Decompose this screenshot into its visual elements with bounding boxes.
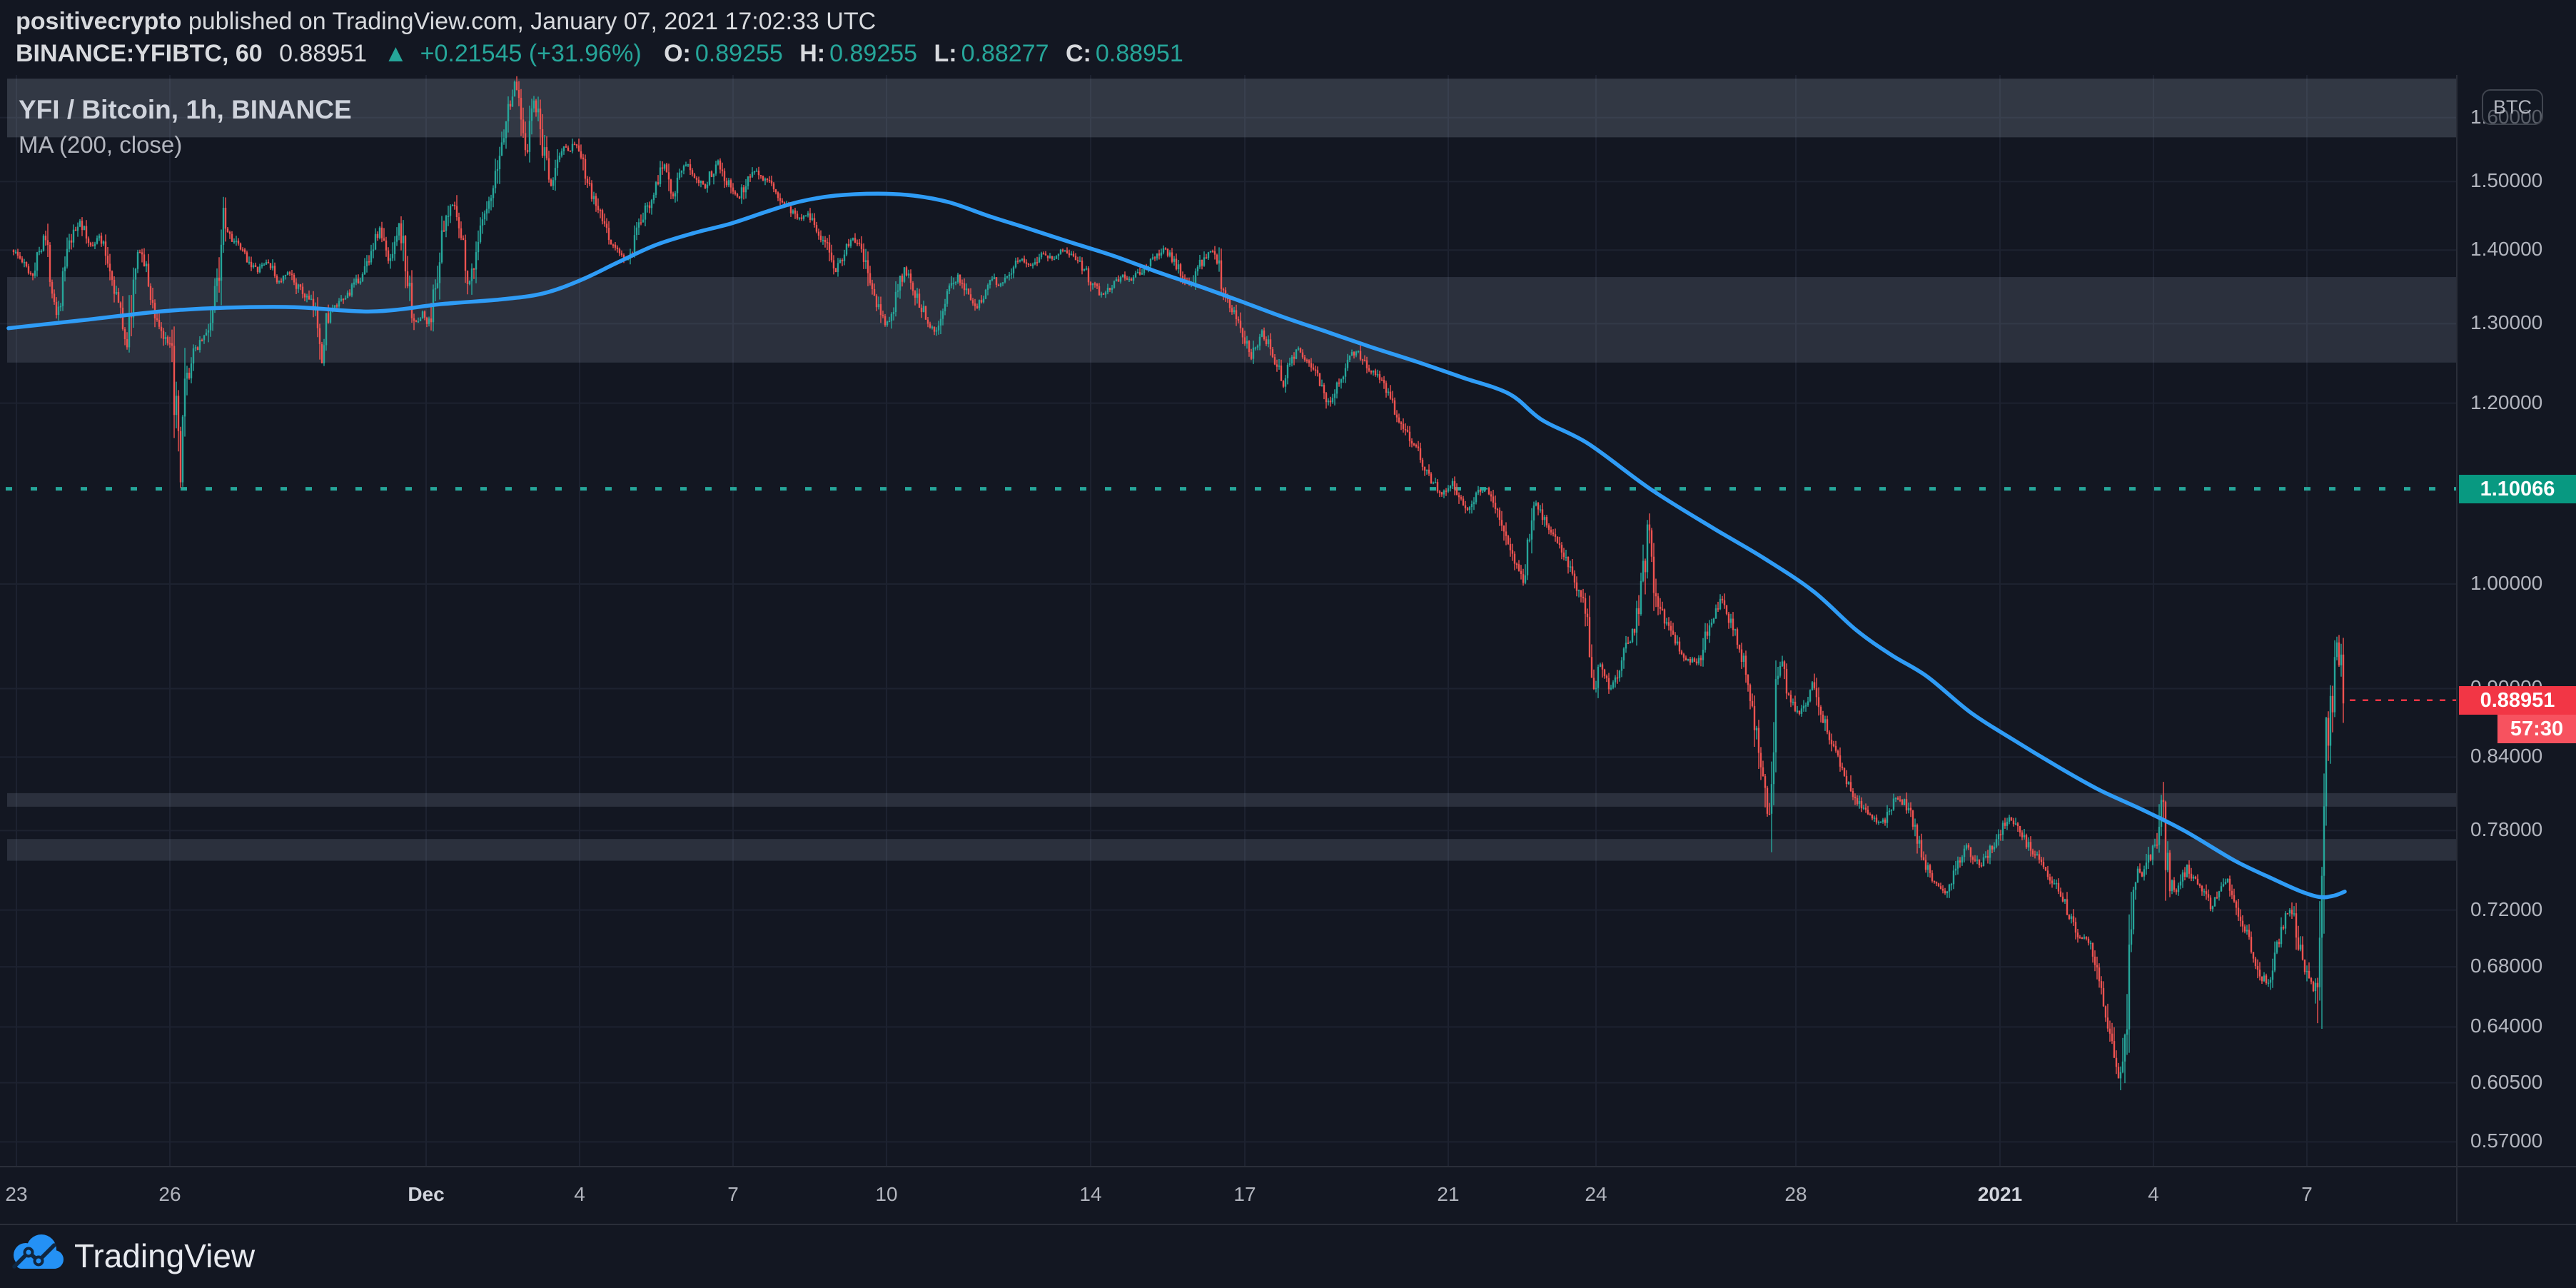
time-tick-label: 2021 <box>1977 1183 2023 1205</box>
current-price-label: 0.88951 <box>2459 685 2576 715</box>
ma-200-line[interactable] <box>6 191 2347 900</box>
time-tick-label: 21 <box>1437 1183 1460 1205</box>
low-label: L: <box>934 40 957 67</box>
grid <box>0 75 2456 1166</box>
high-label: H: <box>799 40 826 67</box>
up-candle-wicks <box>15 80 2342 1090</box>
time-tick-label: 4 <box>2148 1183 2159 1205</box>
time-tick-label: 14 <box>1079 1183 1102 1205</box>
time-tick-label: 7 <box>2301 1183 2313 1205</box>
zone-rect <box>7 839 2456 861</box>
down-candles <box>12 81 2345 1079</box>
chart-legend: YFI / Bitcoin, 1h, BINANCE MA (200, clos… <box>19 91 352 161</box>
bar-countdown-label: 57:30 <box>2497 714 2576 743</box>
price-tick-label: 1.50000 <box>2470 169 2543 192</box>
level-price-label: 1.10066 <box>2459 474 2576 503</box>
author-name: positivecrypto <box>16 8 182 35</box>
price-zones <box>7 79 2456 861</box>
time-tick-label: 7 <box>727 1183 739 1205</box>
time-tick-label: 28 <box>1784 1183 1807 1205</box>
close-value: 0.88951 <box>1095 40 1183 67</box>
tradingview-logo-icon <box>12 1234 64 1269</box>
price-tick-label: 0.84000 <box>2470 745 2543 768</box>
zone-rect <box>7 79 2456 138</box>
zone-rect <box>7 793 2456 807</box>
ma-indicator-label[interactable]: MA (200, close) <box>19 131 183 158</box>
down-candle-wicks <box>13 76 2344 1079</box>
header: positivecrypto published on TradingView.… <box>16 6 1183 70</box>
close-label: C: <box>1065 40 1091 67</box>
attribution-line: positivecrypto published on TradingView.… <box>16 6 1183 38</box>
price-tick-label: 1.40000 <box>2470 238 2543 261</box>
candlestick-chart[interactable] <box>0 0 2456 1166</box>
time-tick-label: Dec <box>408 1183 445 1205</box>
footer: TradingView <box>0 1224 2576 1288</box>
price-tick-label: 0.64000 <box>2470 1015 2543 1037</box>
price-tick-label: 0.78000 <box>2470 818 2543 841</box>
price-tick-label: 1.30000 <box>2470 311 2543 334</box>
time-tick-label: 17 <box>1233 1183 1256 1205</box>
price-tick-label: 1.00000 <box>2470 572 2543 594</box>
watermark-text[interactable]: TradingView <box>74 1237 256 1274</box>
open-value: 0.89255 <box>694 40 783 67</box>
symbol-interval[interactable]: BINANCE:YFIBTC, 60 <box>16 40 263 67</box>
last-price-value: 0.88951 <box>279 40 368 67</box>
price-tick-label: 0.57000 <box>2470 1129 2543 1152</box>
time-tick-label: 24 <box>1585 1183 1607 1205</box>
time-axis[interactable]: 23 26 Dec 4 7 10 14 17 21 24 28 2021 4 7 <box>0 1166 2576 1225</box>
price-tick-label: 0.68000 <box>2470 955 2543 977</box>
time-tick-label: 26 <box>158 1183 181 1205</box>
price-tick-label: 0.72000 <box>2470 897 2543 920</box>
time-tick-label: 23 <box>5 1183 28 1205</box>
low-value: 0.88277 <box>961 40 1049 67</box>
price-tick-label: 0.60500 <box>2470 1070 2543 1093</box>
price-tick-label: 1.20000 <box>2470 391 2543 413</box>
attribution-text: published on TradingView.com, January 07… <box>181 8 877 35</box>
zone-rect <box>7 277 2456 363</box>
time-tick-label: 10 <box>875 1183 898 1205</box>
symbol-title[interactable]: YFI / Bitcoin, 1h, BINANCE <box>19 95 352 124</box>
ohlc-bar: BINANCE:YFIBTC, 60 0.88951 ▲ +0.21545 (+… <box>16 38 1183 70</box>
change-value: +0.21545 (+31.96%) <box>420 40 642 67</box>
open-label: O: <box>664 40 691 67</box>
change-up-arrow-icon: ▲ <box>383 40 408 67</box>
price-axis[interactable]: BTC 1.600001.500001.400001.300001.200001… <box>2456 75 2576 1222</box>
currency-toggle-button[interactable]: BTC <box>2482 89 2543 125</box>
time-tick-label: 4 <box>574 1183 585 1205</box>
high-value: 0.89255 <box>829 40 918 67</box>
up-candles <box>14 81 2343 1079</box>
